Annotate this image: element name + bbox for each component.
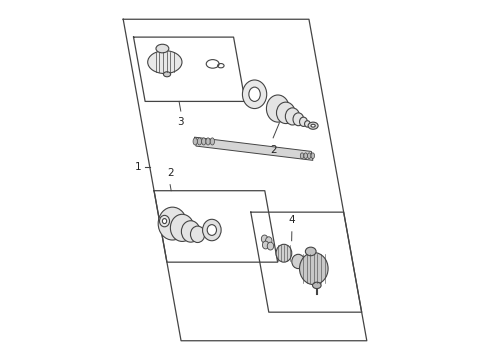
Ellipse shape bbox=[147, 51, 182, 73]
Ellipse shape bbox=[276, 102, 295, 123]
Text: 2: 2 bbox=[167, 168, 173, 178]
Ellipse shape bbox=[300, 153, 304, 158]
Ellipse shape bbox=[304, 153, 307, 158]
Ellipse shape bbox=[266, 237, 272, 245]
Ellipse shape bbox=[267, 95, 289, 122]
Ellipse shape bbox=[191, 226, 205, 243]
Text: 3: 3 bbox=[177, 117, 184, 127]
Text: 4: 4 bbox=[289, 215, 295, 225]
Ellipse shape bbox=[193, 138, 197, 145]
Ellipse shape bbox=[293, 113, 304, 126]
Ellipse shape bbox=[299, 252, 328, 285]
Ellipse shape bbox=[292, 254, 305, 269]
Text: 1: 1 bbox=[134, 162, 141, 172]
Ellipse shape bbox=[164, 72, 171, 77]
Ellipse shape bbox=[249, 87, 260, 102]
Ellipse shape bbox=[158, 207, 187, 240]
Polygon shape bbox=[195, 137, 313, 160]
Ellipse shape bbox=[307, 153, 311, 158]
Ellipse shape bbox=[210, 138, 215, 145]
Ellipse shape bbox=[313, 282, 321, 289]
Ellipse shape bbox=[261, 235, 268, 243]
Ellipse shape bbox=[202, 219, 221, 241]
Ellipse shape bbox=[263, 241, 269, 249]
Ellipse shape bbox=[207, 225, 217, 235]
Ellipse shape bbox=[311, 153, 315, 158]
Ellipse shape bbox=[160, 215, 170, 227]
Ellipse shape bbox=[156, 44, 169, 53]
Ellipse shape bbox=[201, 138, 206, 145]
Ellipse shape bbox=[311, 124, 315, 127]
Ellipse shape bbox=[181, 221, 200, 242]
Ellipse shape bbox=[308, 122, 318, 129]
Ellipse shape bbox=[197, 138, 201, 145]
Ellipse shape bbox=[299, 117, 307, 126]
Ellipse shape bbox=[305, 247, 316, 256]
Ellipse shape bbox=[285, 108, 300, 125]
Ellipse shape bbox=[305, 121, 310, 127]
Ellipse shape bbox=[206, 138, 210, 145]
Text: 2: 2 bbox=[270, 145, 276, 155]
Ellipse shape bbox=[276, 244, 292, 262]
Ellipse shape bbox=[243, 80, 267, 109]
Ellipse shape bbox=[162, 219, 167, 224]
Ellipse shape bbox=[267, 242, 274, 250]
Ellipse shape bbox=[171, 214, 194, 242]
